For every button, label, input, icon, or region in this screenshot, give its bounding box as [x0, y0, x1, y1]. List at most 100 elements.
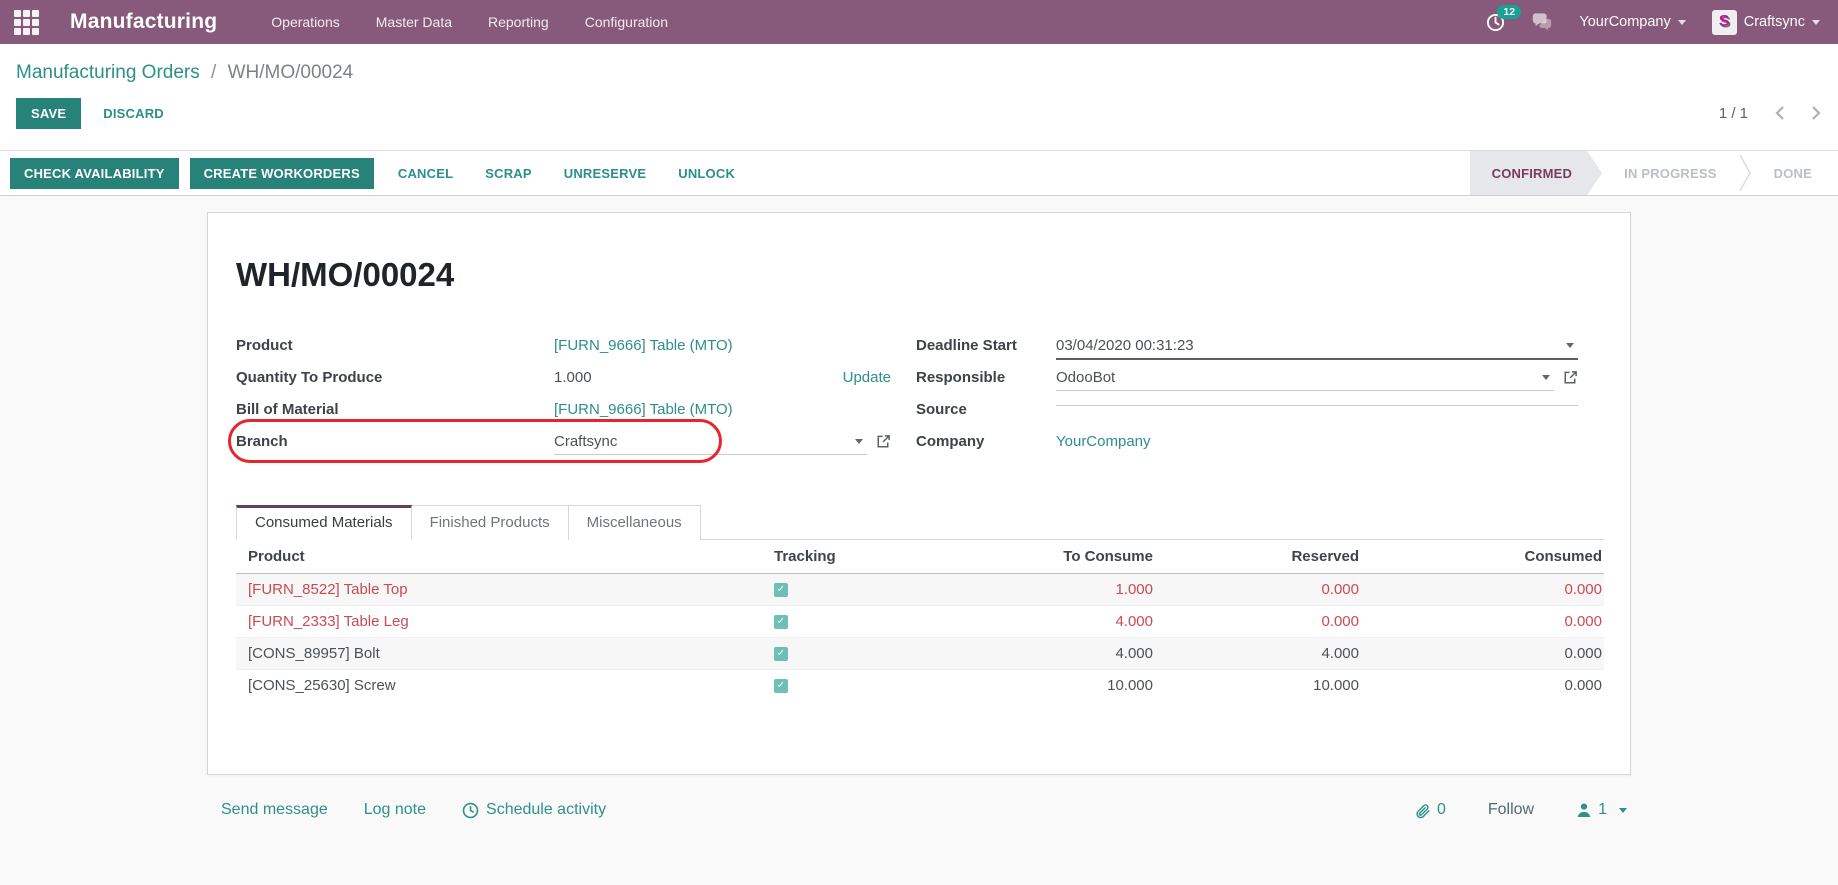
paperclip-icon — [1414, 802, 1431, 819]
tab-consumed-materials[interactable]: Consumed Materials — [236, 505, 412, 540]
chevron-down-icon — [1678, 20, 1686, 25]
discard-button[interactable]: DISCARD — [103, 106, 164, 121]
branch-input[interactable]: Craftsync — [554, 431, 867, 455]
row-reserved: 0.000 — [1155, 613, 1361, 630]
column-consumed: Consumed — [1361, 548, 1604, 565]
row-consumed: 0.000 — [1361, 613, 1604, 630]
follow-button[interactable]: Follow — [1488, 801, 1534, 819]
source-input[interactable] — [1056, 399, 1578, 406]
control-panel: Manufacturing Orders / WH/MO/00024 SAVE … — [0, 44, 1838, 128]
source-label: Source — [916, 399, 1056, 418]
scrap-button[interactable]: SCRAP — [472, 158, 545, 189]
create-workorders-button[interactable]: CREATE WORKORDERS — [190, 158, 374, 189]
check-icon: ✓ — [777, 649, 785, 659]
row-product-link[interactable]: [CONS_89957] Bolt — [236, 645, 774, 662]
dropdown-caret-icon[interactable] — [1566, 343, 1574, 348]
deadline-input[interactable]: 03/04/2020 00:31:23 — [1056, 335, 1578, 360]
main-content: WH/MO/00024 Product [FURN_9666] Table (M… — [0, 196, 1838, 885]
activity-count-badge: 12 — [1497, 5, 1521, 20]
tracking-checkbox[interactable]: ✓ — [774, 679, 788, 693]
row-to-consume[interactable]: 4.000 — [928, 613, 1155, 630]
row-to-consume[interactable]: 1.000 — [928, 581, 1155, 598]
form-left-column: Product [FURN_9666] Table (MTO) Quantity… — [236, 335, 891, 463]
dropdown-caret-icon[interactable] — [1542, 375, 1550, 380]
menu-reporting[interactable]: Reporting — [488, 14, 549, 30]
unreserve-button[interactable]: UNRESERVE — [551, 158, 659, 189]
tracking-checkbox[interactable]: ✓ — [774, 615, 788, 629]
breadcrumb-current: WH/MO/00024 — [228, 62, 354, 83]
record-actions-row: SAVE DISCARD 1 / 1 — [16, 98, 1822, 128]
responsible-label: Responsible — [916, 367, 1056, 386]
stage-done[interactable]: DONE — [1752, 166, 1834, 181]
stage-confirmed[interactable]: CONFIRMED — [1470, 151, 1603, 195]
stage-chevron-icon — [1739, 151, 1752, 195]
pager: 1 / 1 — [1719, 105, 1822, 122]
chat-icon — [1531, 13, 1553, 32]
row-product-link[interactable]: [CONS_25630] Screw — [236, 677, 774, 694]
source-field-row: Source — [916, 399, 1578, 431]
quantity-value[interactable]: 1.000 — [554, 367, 592, 386]
menu-master-data[interactable]: Master Data — [376, 14, 452, 30]
check-icon: ✓ — [777, 681, 785, 691]
schedule-activity-label: Schedule activity — [486, 801, 606, 819]
update-quantity-button[interactable]: Update — [843, 367, 891, 386]
dropdown-caret-icon[interactable] — [855, 439, 863, 444]
responsible-external-link-button[interactable] — [1563, 370, 1578, 389]
product-value-link[interactable]: [FURN_9666] Table (MTO) — [554, 335, 733, 354]
row-product-link[interactable]: [FURN_2333] Table Leg — [236, 613, 774, 630]
bom-value-link[interactable]: [FURN_9666] Table (MTO) — [554, 399, 733, 418]
tab-finished-products[interactable]: Finished Products — [412, 505, 569, 540]
followers-button[interactable]: 1 — [1576, 801, 1627, 819]
branch-external-link-button[interactable] — [876, 434, 891, 453]
pager-next-button[interactable] — [1811, 105, 1822, 121]
row-to-consume[interactable]: 10.000 — [928, 677, 1155, 694]
send-message-button[interactable]: Send message — [221, 801, 328, 819]
schedule-activity-button[interactable]: Schedule activity — [462, 801, 606, 819]
attachments-button[interactable]: 0 — [1414, 801, 1446, 819]
unlock-button[interactable]: UNLOCK — [665, 158, 748, 189]
activities-button[interactable]: 12 — [1486, 13, 1505, 32]
row-product-link[interactable]: [FURN_8522] Table Top — [236, 581, 774, 598]
table-row[interactable]: [CONS_89957] Bolt ✓ 4.000 4.000 0.000 — [236, 637, 1604, 669]
table-row[interactable]: [CONS_25630] Screw ✓ 10.000 10.000 0.000 — [236, 669, 1604, 701]
responsible-input[interactable]: OdooBot — [1056, 367, 1554, 391]
company-switcher[interactable]: YourCompany — [1579, 14, 1685, 30]
tracking-checkbox[interactable]: ✓ — [774, 583, 788, 597]
branch-label: Branch — [236, 431, 554, 450]
stage-in-progress[interactable]: IN PROGRESS — [1602, 166, 1739, 181]
main-menu: Operations Master Data Reporting Configu… — [271, 14, 668, 30]
log-note-button[interactable]: Log note — [364, 801, 426, 819]
check-icon: ✓ — [777, 585, 785, 595]
menu-configuration[interactable]: Configuration — [585, 14, 668, 30]
row-to-consume[interactable]: 4.000 — [928, 645, 1155, 662]
tab-miscellaneous[interactable]: Miscellaneous — [569, 505, 701, 540]
company-value-link[interactable]: YourCompany — [1056, 431, 1151, 450]
tracking-checkbox[interactable]: ✓ — [774, 647, 788, 661]
messages-button[interactable] — [1531, 13, 1553, 32]
cancel-button[interactable]: CANCEL — [385, 158, 466, 189]
record-title: WH/MO/00024 — [236, 253, 1604, 297]
check-availability-button[interactable]: CHECK AVAILABILITY — [10, 158, 179, 189]
chatter-actions: Send message Log note Schedule activity — [221, 801, 606, 819]
table-row[interactable]: [FURN_8522] Table Top ✓ 1.000 0.000 0.00… — [236, 574, 1604, 605]
save-button[interactable]: SAVE — [16, 98, 81, 129]
product-field-row: Product [FURN_9666] Table (MTO) — [236, 335, 891, 367]
chevron-down-icon — [1812, 20, 1820, 25]
pager-previous-button[interactable] — [1774, 105, 1785, 121]
quantity-field-row: Quantity To Produce 1.000 Update — [236, 367, 891, 399]
apps-menu-button[interactable] — [0, 0, 52, 44]
chatter-followers-area: 0 Follow 1 — [1414, 801, 1627, 819]
bom-label: Bill of Material — [236, 399, 554, 418]
avatar: S — [1712, 10, 1737, 35]
external-link-icon — [876, 434, 891, 449]
menu-operations[interactable]: Operations — [271, 14, 339, 30]
deadline-field-row: Deadline Start 03/04/2020 00:31:23 — [916, 335, 1578, 367]
follower-count: 1 — [1598, 801, 1607, 819]
deadline-value: 03/04/2020 00:31:23 — [1056, 337, 1558, 354]
user-menu[interactable]: S Craftsync — [1712, 10, 1820, 35]
table-row[interactable]: [FURN_2333] Table Leg ✓ 4.000 0.000 0.00… — [236, 605, 1604, 637]
breadcrumb-parent-link[interactable]: Manufacturing Orders — [16, 62, 200, 83]
navbar-right: 12 YourCompany S Craftsync — [1486, 10, 1820, 35]
company-switcher-label: YourCompany — [1579, 14, 1670, 30]
column-tracking: Tracking — [774, 548, 928, 565]
